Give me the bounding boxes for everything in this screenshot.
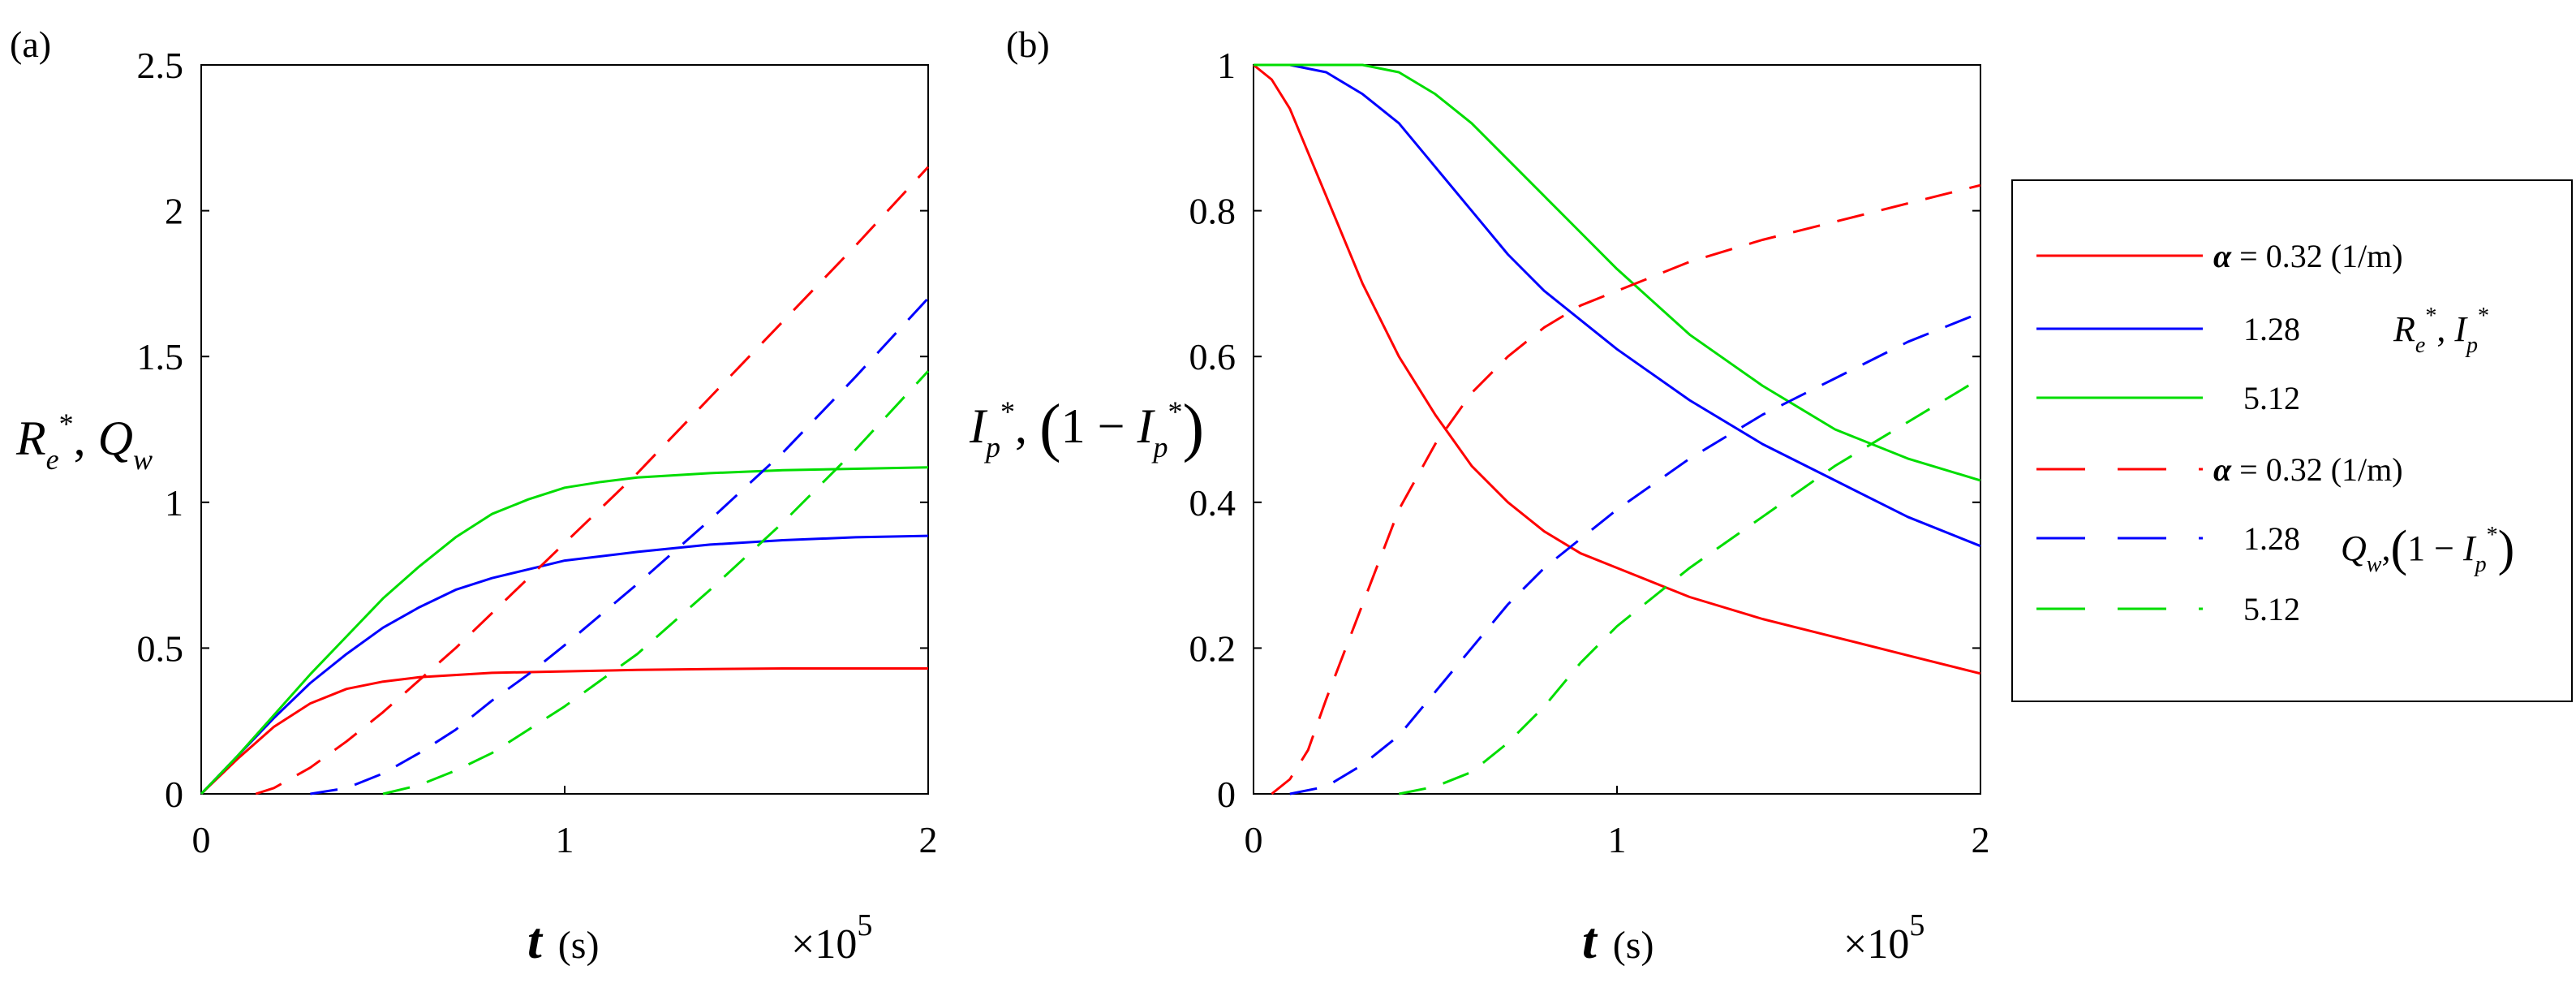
legend-label: 5.12 — [2243, 380, 2300, 416]
panel-b-x-multiplier: ×105 — [1843, 908, 1924, 968]
panel-b-series-dashed-line — [1289, 311, 1981, 795]
legend-group-label-dashed: Qw,(1 − Ip*) — [2341, 521, 2514, 577]
panel-a-series-dashed-line — [382, 370, 930, 795]
panel-b-series-dashed-line — [1398, 377, 1981, 795]
legend-label: 1.28 — [2243, 311, 2300, 347]
panel-a-series-solid-line — [200, 667, 928, 795]
panel-b-series-dashed-line — [1271, 183, 1981, 795]
panel-a-ytick-label: 2 — [165, 191, 183, 232]
panel-b-series-solid-line — [1254, 63, 1981, 482]
legend-label: α = 0.32 (1/m) — [2213, 451, 2403, 488]
panel-b-ticks: 0 0.2 0.4 0.6 0.8 1 0 1 2 — [1189, 45, 1990, 860]
panel-a-ticks: 0 0.5 1 1.5 2 2.5 0 1 2 — [137, 45, 938, 860]
panel-a-series-dashed-line — [255, 166, 930, 795]
panel-a-ytick-label: 1.5 — [137, 336, 184, 377]
panel-a-series-dashed-line — [310, 297, 930, 795]
panel-b-ylabel: Ip*, (1 − Ip*) — [969, 392, 1204, 463]
panel-b-series-solid-line — [1254, 63, 1981, 548]
panel-a-series — [200, 166, 930, 795]
legend-box — [2011, 179, 2573, 702]
legend-group-label-solid: Re*, Ip* — [2393, 304, 2489, 358]
panel-b-xtick-label: 0 — [1245, 819, 1263, 860]
panel-a-xtick-label: 0 — [192, 819, 211, 860]
panel-a-series-solid-line — [200, 466, 929, 795]
panel-a-ytick-label: 0 — [165, 774, 183, 815]
panel-a-xlabel: t (s) — [527, 912, 599, 969]
panel-b-series-solid-line — [1253, 63, 1981, 675]
panel-b-label: (b) — [1006, 24, 1050, 65]
panel-b-ytick-label: 1 — [1217, 45, 1236, 86]
panel-b-ytick-label: 0.2 — [1189, 627, 1236, 669]
panel-b-ytick-label: 0 — [1217, 774, 1236, 815]
panel-a-ytick-label: 1 — [165, 482, 183, 524]
panel-b-ytick-label: 0.8 — [1189, 191, 1236, 232]
legend-label: 5.12 — [2243, 591, 2300, 627]
panel-a-ytick-label: 0.5 — [137, 627, 184, 669]
panel-b-ytick-label: 0.4 — [1189, 482, 1236, 524]
panel-a-xtick-label: 2 — [919, 819, 938, 860]
panel-a-x-multiplier: ×105 — [791, 908, 872, 968]
legend: α = 0.32 (1/m) 1.28 5.12 α = 0.32 (1/m) 1.28… — [2011, 179, 2573, 702]
panel-b-axes-frame — [1253, 64, 1981, 795]
legend-rows: α = 0.32 (1/m) 1.28 5.12 α = 0.32 (1/m) 1.28… — [2036, 238, 2403, 627]
panel-a: (a) 0 0.5 1 1.5 2 2.5 0 1 2 Re*, Qw t (s) ×105 — [10, 24, 938, 969]
panel-a-series-solid-line — [200, 534, 929, 795]
panel-b-ytick-label: 0.6 — [1189, 336, 1236, 377]
panel-a-xtick-label: 1 — [556, 819, 574, 860]
legend-label: α = 0.32 (1/m) — [2213, 238, 2403, 274]
panel-b-xtick-label: 1 — [1608, 819, 1627, 860]
panel-b: (b) 0 0.2 0.4 0.6 0.8 1 0 1 2 Ip*, (1 − Ip*) t (s… — [969, 24, 1990, 969]
panel-b-series — [1253, 63, 1981, 795]
panel-a-label: (a) — [10, 24, 51, 65]
legend-label: 1.28 — [2243, 520, 2300, 557]
panel-b-xtick-label: 2 — [1972, 819, 1990, 860]
panel-a-ylabel: Re*, Qw — [15, 407, 153, 476]
panel-b-xlabel: t (s) — [1582, 912, 1654, 969]
panel-a-ytick-label: 2.5 — [137, 45, 184, 86]
